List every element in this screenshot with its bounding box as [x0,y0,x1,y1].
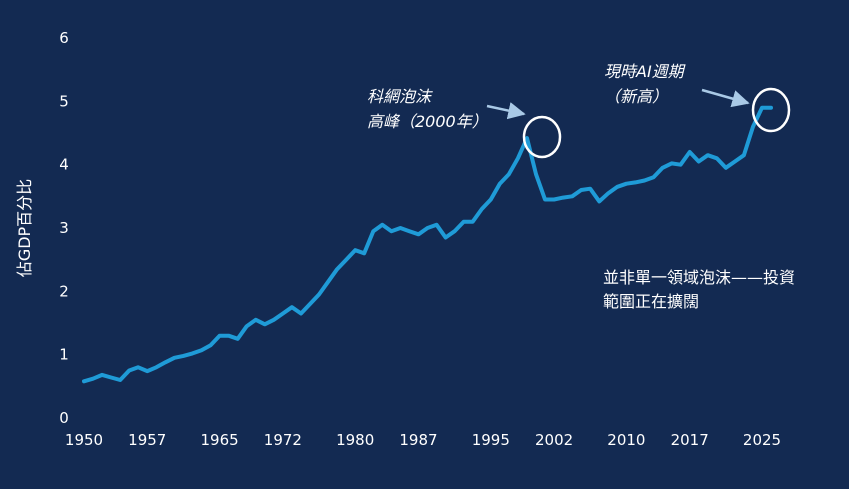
y-axis-ticks: 0 1 2 3 4 5 6 [59,29,69,427]
y-tick-label: 2 [59,282,69,300]
y-tick-label: 1 [59,346,69,364]
x-tick-label: 2017 [671,431,709,449]
annotation-ai-line1: 現時AI週期 [604,62,686,81]
x-tick-label: 1995 [472,431,510,449]
annotation-dotcom-line2: 高峰（2000年） [367,112,488,131]
y-tick-label: 4 [59,156,69,174]
peak-circle-dotcom [522,115,562,159]
arrow-dotcom [486,102,526,120]
y-tick-label: 5 [59,92,69,110]
annotation-dotcom-line1: 科網泡沫 [367,87,433,106]
x-tick-label: 1972 [264,431,302,449]
y-tick-label: 6 [59,29,69,47]
series-line [82,105,773,384]
x-tick-label: 1987 [399,431,437,449]
y-axis-label: 佔GDP百分比 [15,179,34,277]
x-tick-label: 2025 [743,431,781,449]
x-tick-label: 1957 [128,431,166,449]
y-tick-label: 3 [59,219,69,237]
annotation-broadening-line1: 並非單一領域泡沫——投資 [603,268,795,287]
x-tick-label: 2010 [607,431,645,449]
x-tick-label: 1980 [336,431,374,449]
x-axis-ticks: 1950 1957 1965 1972 1980 1987 1995 2002 2010 2017… [65,431,781,449]
annotation-broadening-line2: 範圍正在擴闊 [603,292,699,311]
x-tick-label: 1950 [65,431,103,449]
x-tick-label: 2002 [535,431,573,449]
x-tick-label: 1965 [201,431,239,449]
peak-circle-ai [751,87,791,133]
annotation-ai-line2: （新高） [604,87,668,106]
y-tick-label: 0 [59,409,69,427]
arrow-ai [701,88,750,108]
